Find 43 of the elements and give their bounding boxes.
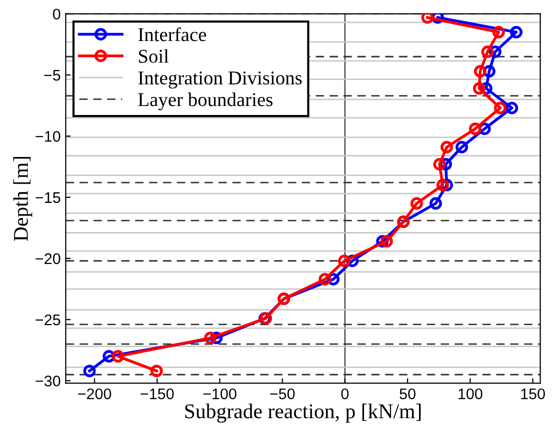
- point: [429, 197, 442, 210]
- legend-label: Soil: [138, 49, 169, 63]
- point: [494, 102, 506, 114]
- y-tick-label: −15: [36, 192, 60, 203]
- y-axis-title: Depth [m]: [13, 156, 32, 242]
- point: [506, 102, 518, 114]
- point: [481, 45, 494, 58]
- point: [440, 140, 454, 154]
- point: [468, 122, 482, 136]
- x-tick-label: −100: [203, 388, 236, 400]
- x-axis-title: Subgrade reaction, p [kN/m]: [185, 404, 421, 423]
- x-tick-label: −150: [140, 388, 174, 400]
- point: [474, 65, 486, 78]
- y-tick-label: −5: [44, 70, 60, 81]
- legend-label: Layer boundaries: [138, 92, 272, 110]
- x-tick-label: 0: [341, 388, 349, 400]
- y-tick-label: −10: [36, 130, 60, 142]
- point: [456, 140, 468, 154]
- point: [150, 364, 163, 378]
- y-tick-label: −20: [36, 253, 60, 264]
- point: [510, 26, 522, 38]
- point: [318, 272, 332, 286]
- x-tick-label: −50: [270, 388, 295, 400]
- point: [338, 254, 351, 268]
- point: [204, 332, 217, 344]
- point: [112, 350, 124, 363]
- y-tick-label: 0: [52, 8, 60, 20]
- point: [380, 235, 393, 248]
- point: [421, 14, 434, 24]
- point: [410, 197, 423, 210]
- point: [83, 364, 96, 378]
- point: [472, 82, 486, 95]
- point: [436, 178, 449, 192]
- legend-label: Interface: [138, 27, 206, 42]
- point: [492, 26, 505, 38]
- legend-label: Integration Divisions: [138, 71, 302, 89]
- x-tick-label: 150: [521, 388, 545, 400]
- y-tick-label: −30: [36, 376, 60, 386]
- x-tick-label: 100: [458, 388, 482, 400]
- x-tick-label: −200: [78, 388, 112, 400]
- point: [433, 158, 446, 171]
- y-tick-label: −25: [36, 314, 60, 326]
- x-tick-label: 50: [400, 388, 416, 400]
